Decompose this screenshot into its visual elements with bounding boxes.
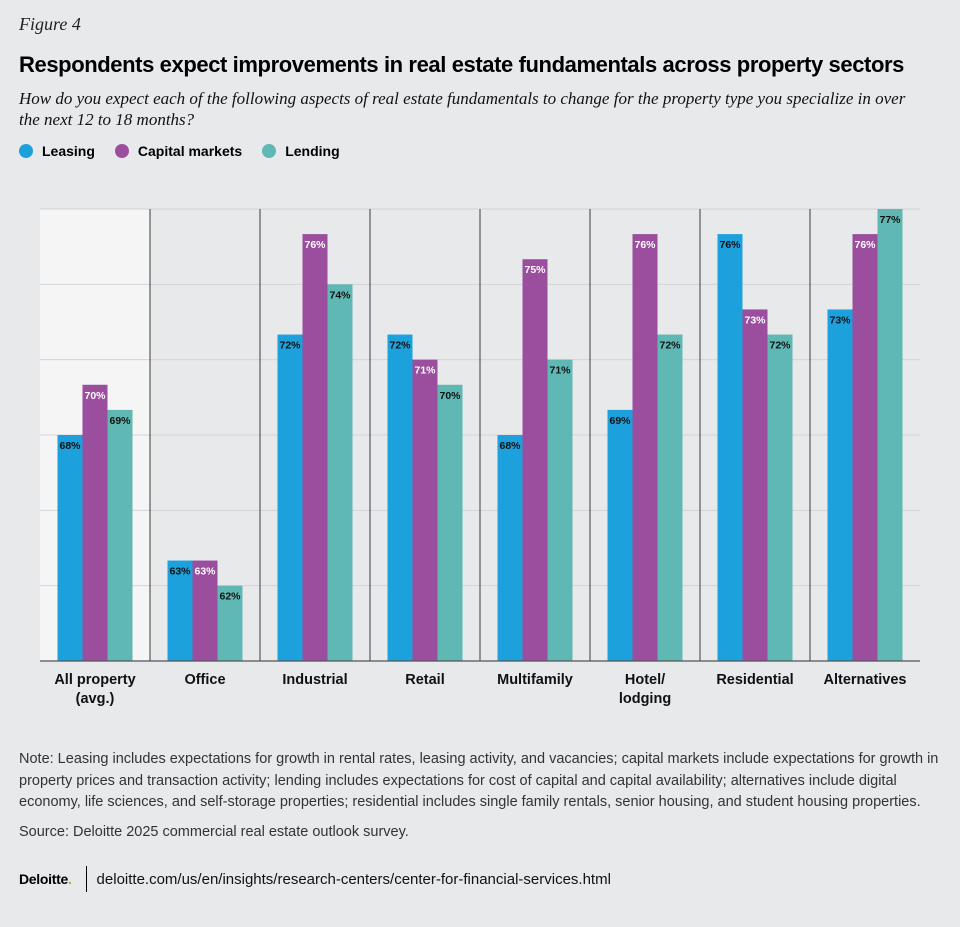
legend-item-capital-markets: Capital markets xyxy=(114,143,243,159)
data-label-leasing: 72% xyxy=(280,340,302,352)
data-label-lending: 70% xyxy=(440,390,462,402)
bar-capital-markets xyxy=(852,234,878,661)
category-label: Residential xyxy=(716,672,793,688)
data-label-lending: 72% xyxy=(660,340,682,352)
data-label-capital-markets: 76% xyxy=(855,239,877,251)
bar-lending xyxy=(327,284,353,661)
bar-leasing xyxy=(717,234,743,661)
data-label-leasing: 69% xyxy=(610,415,632,427)
category-label: lodging xyxy=(619,691,671,707)
data-label-capital-markets: 71% xyxy=(415,365,437,377)
bar-capital-markets xyxy=(82,384,108,661)
legend-item-lending: Lending xyxy=(262,143,340,159)
bar-lending xyxy=(107,409,133,661)
data-label-capital-markets: 76% xyxy=(635,239,657,251)
data-label-lending: 71% xyxy=(550,365,572,377)
bar-capital-markets xyxy=(302,234,328,661)
bar-leasing xyxy=(277,334,303,661)
bar-lending xyxy=(217,585,243,661)
legend-dot-leasing xyxy=(19,144,33,158)
bar-leasing xyxy=(57,435,83,661)
bar-leasing xyxy=(827,309,853,661)
footer: Deloitte. deloitte.com/us/en/insights/re… xyxy=(19,864,611,894)
legend-label-leasing: Leasing xyxy=(42,143,95,159)
data-label-leasing: 72% xyxy=(390,340,412,352)
category-label: Hotel/ xyxy=(625,672,665,688)
data-label-leasing: 68% xyxy=(500,440,522,452)
data-label-lending: 72% xyxy=(770,340,792,352)
footer-divider xyxy=(85,866,87,892)
bar-capital-markets xyxy=(192,560,218,661)
footer-url[interactable]: deloitte.com/us/en/insights/research-cen… xyxy=(96,870,611,888)
figure-label: Figure 4 xyxy=(19,14,81,34)
data-label-lending: 69% xyxy=(110,415,132,427)
data-label-lending: 74% xyxy=(330,289,352,301)
category-label: All property xyxy=(54,672,135,688)
legend: Leasing Capital markets Lending xyxy=(19,143,360,159)
category-label: Retail xyxy=(405,672,445,688)
legend-dot-capital-markets xyxy=(114,144,129,158)
legend-dot-lending xyxy=(262,144,277,158)
category-label: Industrial xyxy=(282,672,347,688)
category-label: Office xyxy=(184,672,225,688)
chart-subtitle: How do you expect each of the following … xyxy=(19,89,906,129)
data-label-leasing: 76% xyxy=(720,239,742,251)
bar-lending xyxy=(877,209,903,661)
data-label-leasing: 68% xyxy=(60,440,82,452)
bar-chart: 68% 70% 69% All property (avg.) 63% 63% 62% Offi… xyxy=(40,208,920,707)
data-label-lending: 62% xyxy=(220,591,242,603)
data-label-capital-markets: 76% xyxy=(305,239,327,251)
bar-lending xyxy=(767,334,793,661)
legend-item-leasing: Leasing xyxy=(19,143,95,159)
bar-lending xyxy=(547,359,573,661)
data-label-capital-markets: 63% xyxy=(195,566,217,578)
deloitte-logo: Deloitte. xyxy=(19,871,72,887)
chart-note: Note: Leasing includes expectations for … xyxy=(19,751,939,810)
category-label: Alternatives xyxy=(823,672,906,688)
bar-capital-markets xyxy=(412,359,438,661)
data-label-capital-markets: 73% xyxy=(745,314,767,326)
chart-source: Source: Deloitte 2025 commercial real es… xyxy=(19,824,409,840)
data-label-leasing: 73% xyxy=(830,314,852,326)
bar-capital-markets xyxy=(632,234,658,661)
bar-leasing xyxy=(167,560,193,661)
bar-leasing xyxy=(607,409,633,661)
bar-capital-markets xyxy=(522,259,548,661)
bar-lending xyxy=(657,334,683,661)
legend-label-lending: Lending xyxy=(285,143,340,159)
bar-leasing xyxy=(387,334,413,661)
data-label-capital-markets: 75% xyxy=(525,264,547,276)
chart-title: Respondents expect improvements in real … xyxy=(19,52,904,77)
data-label-lending: 77% xyxy=(880,214,902,226)
bar-capital-markets xyxy=(742,309,768,661)
category-label: (avg.) xyxy=(76,691,115,707)
bar-leasing xyxy=(497,435,523,661)
data-label-capital-markets: 70% xyxy=(85,390,107,402)
legend-label-capital-markets: Capital markets xyxy=(137,143,243,159)
data-label-leasing: 63% xyxy=(170,566,192,578)
bar-lending xyxy=(437,384,463,661)
category-label: Multifamily xyxy=(497,672,573,688)
